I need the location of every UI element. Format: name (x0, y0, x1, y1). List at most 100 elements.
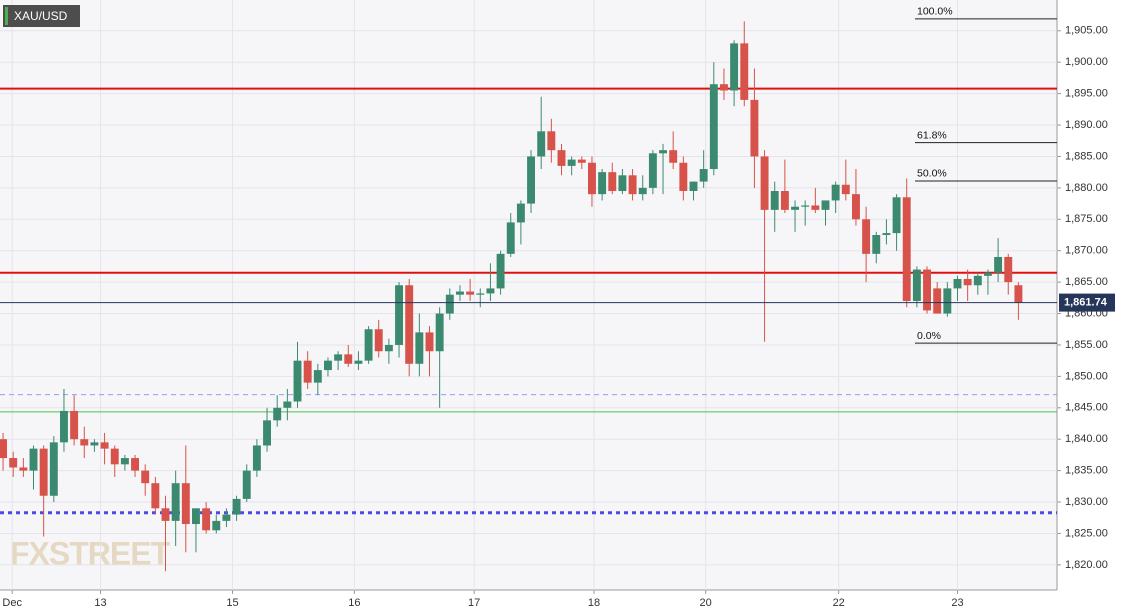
candle-body (212, 520, 221, 531)
candle-body (415, 332, 424, 364)
candle-body (395, 285, 404, 345)
candle-body (851, 194, 860, 220)
candle-body (760, 156, 769, 210)
candle-body (90, 442, 99, 446)
candle-body (283, 401, 292, 408)
candle-body (719, 84, 728, 91)
candle-body (841, 184, 850, 195)
candle-body (60, 410, 68, 443)
x-tick-label: 22 (833, 597, 845, 609)
candle-body (730, 43, 739, 91)
last-price-tag (1059, 293, 1115, 312)
candle-body (151, 483, 160, 509)
candle-body (527, 156, 535, 204)
fib-label: 61.8% (917, 129, 947, 141)
chart-title: XAU/USD (14, 9, 68, 23)
marks: 100.0% 61.8% 50.0% 0.0% (0, 0, 1057, 590)
fib-label: 50.0% (917, 168, 947, 180)
y-tick-label: 1,825.00 (1065, 527, 1108, 539)
candle-body (202, 508, 211, 531)
candle-body (953, 278, 962, 289)
y-tick-label: 1,890.00 (1065, 119, 1108, 131)
candle-body (425, 332, 434, 352)
y-tick-label: 1,830.00 (1065, 496, 1108, 508)
y-tick-label: 1,885.00 (1065, 150, 1108, 162)
candle-body (344, 354, 353, 364)
candle-body (435, 313, 444, 352)
x-tick-label: 16 (348, 597, 360, 609)
symbol-badge (3, 5, 80, 27)
candle-body (120, 458, 129, 465)
candle-body (242, 470, 251, 499)
candle-body (303, 360, 312, 383)
y-tick-label: 1,865.00 (1065, 276, 1108, 288)
candle-body (506, 222, 515, 254)
candle-body (456, 291, 464, 295)
candle-body (963, 278, 972, 286)
y-tick-label: 1,900.00 (1065, 56, 1108, 68)
candle-body (648, 153, 657, 188)
candle-body (273, 407, 282, 421)
candle-body (567, 159, 576, 166)
candle-body (384, 344, 393, 352)
candle-body (19, 467, 28, 471)
candle-body (70, 410, 79, 440)
x-tick-label: 20 (700, 597, 712, 609)
candle-body (334, 354, 343, 361)
candle-body (811, 205, 820, 210)
candle-body (9, 458, 18, 468)
candle-body (293, 360, 302, 402)
y-tick-label: 1,875.00 (1065, 213, 1108, 225)
last-price-label: 1,861.74 (1064, 297, 1108, 309)
candle-body (740, 43, 749, 100)
candle-body (902, 197, 911, 301)
candle-body (252, 445, 261, 471)
candle-body (882, 233, 891, 235)
candle-body (324, 360, 332, 371)
candle-body (598, 172, 607, 195)
y-tick-label: 1,880.00 (1065, 182, 1108, 194)
candle-body (466, 291, 475, 295)
candle-body (374, 329, 383, 352)
candle-body (516, 203, 525, 223)
candle-body (801, 205, 810, 207)
candle-body (110, 448, 119, 465)
x-tick-label: 13 (94, 597, 106, 609)
y-tick-label: 1,840.00 (1065, 433, 1108, 445)
candle-body (689, 181, 698, 192)
candle-body (49, 442, 58, 496)
y-tick-label: 1,905.00 (1065, 25, 1108, 37)
candle-body (313, 370, 322, 383)
candle-body (263, 420, 272, 446)
candle-body (780, 191, 789, 210)
fib-label: 100.0% (917, 6, 953, 18)
candle-body (161, 508, 170, 521)
candle-body (679, 162, 688, 192)
candle-body (912, 269, 921, 301)
candle-body (171, 483, 180, 521)
x-tick-label: 18 (588, 597, 600, 609)
candle-body (862, 219, 871, 254)
candle-body (750, 99, 759, 157)
y-tick-label: 1,895.00 (1065, 88, 1108, 100)
candle-body (547, 131, 556, 151)
candle-body (0, 439, 8, 459)
candle-body (80, 439, 89, 446)
watermark: FXSTREET (10, 535, 171, 571)
candle-body (29, 448, 38, 471)
candle-body (892, 197, 901, 234)
candle-body (476, 293, 485, 295)
candle-body (618, 175, 627, 192)
candle-body (943, 288, 952, 314)
candle-body (831, 184, 840, 201)
candle-body (100, 442, 109, 449)
candle-body (608, 172, 617, 192)
candle-body (709, 84, 718, 170)
candle-body (232, 498, 241, 515)
candle-body (638, 187, 647, 195)
candle-body (354, 360, 363, 364)
y-tick-label: 1,820.00 (1065, 559, 1108, 571)
x-tick-label: 17 (468, 597, 480, 609)
y-tick-label: 1,845.00 (1065, 402, 1108, 414)
